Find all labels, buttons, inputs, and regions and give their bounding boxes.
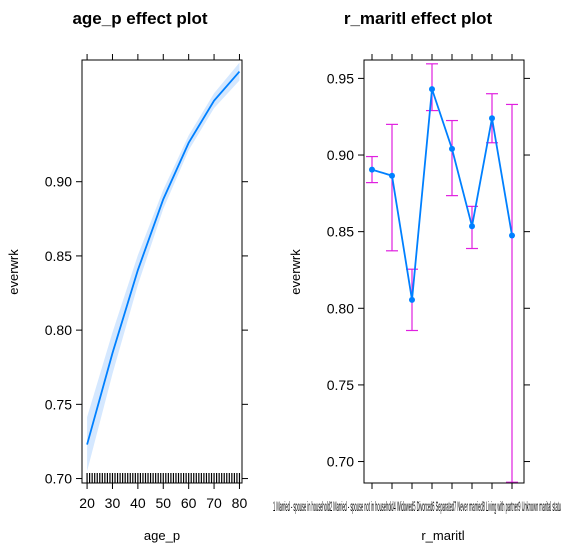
x-tick-label: 40 xyxy=(130,495,146,511)
y-tick-label: 0.85 xyxy=(327,224,354,240)
effect-point xyxy=(429,86,435,93)
y-tick-label: 0.75 xyxy=(45,396,72,412)
x-tick-label: 50 xyxy=(155,495,171,511)
effect-point xyxy=(489,115,495,122)
right-y-ticks: 0.70 0.75 0.80 0.85 0.90 0.95 xyxy=(327,70,530,470)
left-x-ticks: 20 30 40 50 60 70 80 xyxy=(79,54,247,511)
right-effect-points xyxy=(369,86,515,303)
left-fit-line xyxy=(86,70,241,445)
left-x-axis-label: age_p xyxy=(144,528,180,543)
right-plot-title: r_maritl effect plot xyxy=(344,9,493,28)
confidence-band-area xyxy=(87,62,240,472)
effect-point xyxy=(469,223,475,230)
y-tick-label: 0.85 xyxy=(45,248,72,264)
x-tick-label: 80 xyxy=(232,495,248,511)
x-tick-label: 60 xyxy=(181,495,197,511)
left-confidence-band xyxy=(87,62,240,472)
y-tick-label: 0.80 xyxy=(327,300,354,316)
maritl-effect-panel: r_maritl effect plot r_maritl everwrk 0.… xyxy=(273,9,561,543)
y-tick-label: 0.95 xyxy=(327,70,354,86)
y-tick-label: 0.70 xyxy=(327,454,354,470)
effect-point xyxy=(449,145,455,152)
effect-point xyxy=(509,232,515,239)
effect-point xyxy=(409,296,415,303)
effect-point xyxy=(389,172,395,179)
right-x-tick-labels: 1 Married - spouse in household2 Married… xyxy=(273,498,561,514)
left-plot-frame xyxy=(81,59,243,484)
right-plot-frame xyxy=(363,59,525,484)
x-tick-label: 30 xyxy=(105,495,121,511)
fit-line xyxy=(86,70,241,445)
y-tick-label: 0.90 xyxy=(327,147,354,163)
x-tick-label: 20 xyxy=(79,495,95,511)
left-plot-title: age_p effect plot xyxy=(72,9,207,28)
right-x-ticks xyxy=(371,54,513,489)
y-tick-label: 0.80 xyxy=(45,322,72,338)
left-y-ticks: 0.70 0.75 0.80 0.85 0.90 xyxy=(45,174,248,487)
age-effect-panel: age_p effect plot age_p everwrk 20 30 40 50… xyxy=(6,9,248,543)
left-rug-marks xyxy=(86,473,241,483)
left-y-axis-label: everwrk xyxy=(6,249,21,295)
y-tick-label: 0.70 xyxy=(45,471,72,487)
right-effect-line xyxy=(371,88,513,300)
right-y-axis-label: everwrk xyxy=(288,249,303,295)
y-tick-label: 0.90 xyxy=(45,174,72,190)
right-x-axis-label: r_maritl xyxy=(421,528,464,543)
effect-line xyxy=(371,88,513,300)
x-tick-label: 70 xyxy=(206,495,222,511)
effect-point xyxy=(369,166,375,173)
right-error-bars xyxy=(366,63,518,483)
y-tick-label: 0.75 xyxy=(327,377,354,393)
